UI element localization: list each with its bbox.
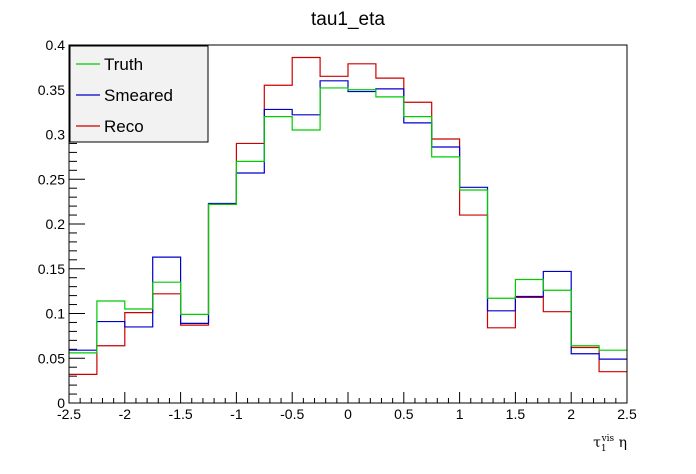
x-tick-label: 2.5: [617, 406, 637, 422]
y-tick-label: 0: [57, 395, 65, 411]
y-tick-label: 0.1: [46, 306, 66, 322]
x-tick-label: 2: [567, 406, 575, 422]
x-axis-label: τ1vis η: [593, 434, 627, 454]
x-tick-label: 0.5: [394, 406, 414, 422]
y-tick-labels: 0 0.05 0.1 0.15 0.2 0.25 0.3 0.35 0.4: [38, 37, 65, 411]
y-tick-label: 0.4: [46, 37, 66, 53]
plot-frame: [68, 44, 628, 404]
x-tick-label: 0: [344, 406, 352, 422]
legend-label-reco: Reco: [104, 117, 144, 136]
series-smeared-line: [69, 80, 627, 360]
x-tick-label: -1.5: [169, 406, 193, 422]
y-tick-label: 0.05: [38, 350, 65, 366]
y-tick-label: 0.2: [46, 216, 66, 232]
series-reco-line: [69, 56, 627, 375]
legend: Truth Smeared Reco: [69, 45, 209, 143]
chart-title: tau1_eta: [311, 9, 385, 30]
histogram-series: [69, 56, 627, 375]
x-tick-label: -0.5: [280, 406, 304, 422]
x-tick-label: -2.5: [57, 406, 81, 422]
legend-label-smeared: Smeared: [104, 86, 173, 105]
x-tick-label: 1: [456, 406, 464, 422]
legend-label-truth: Truth: [104, 55, 143, 74]
x-tick-label: -1: [230, 406, 243, 422]
y-tick-label: 0.35: [38, 82, 65, 98]
y-tick-label: 0.15: [38, 261, 65, 277]
y-tick-label: 0.3: [46, 127, 66, 143]
x-tick-label: 1.5: [506, 406, 526, 422]
x-tick-labels: -2.5 -2 -1.5 -1 -0.5 0 0.5 1 1.5 2 2.5: [57, 406, 637, 422]
y-tick-label: 0.25: [38, 171, 65, 187]
series-truth-line: [69, 87, 627, 354]
x-tick-label: -2: [119, 406, 132, 422]
